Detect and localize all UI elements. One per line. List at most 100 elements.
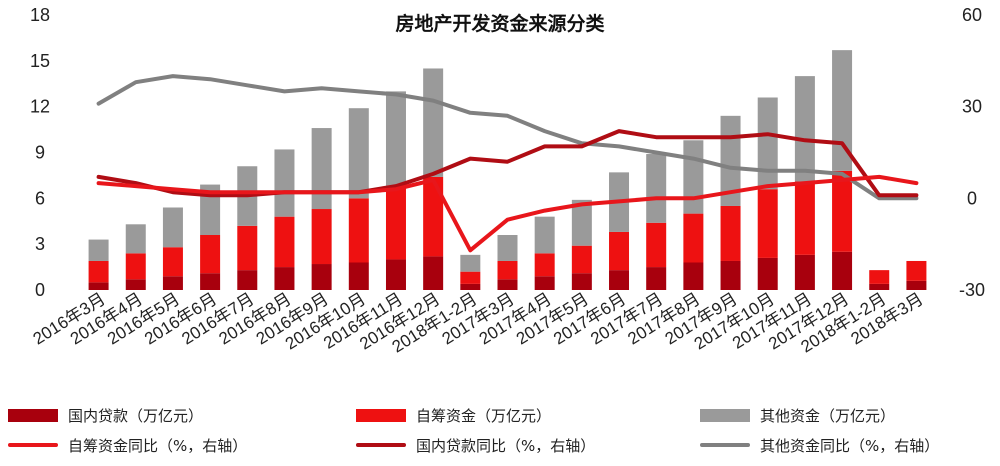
legend-label: 自筹资金同比（%，右轴） <box>68 436 248 455</box>
bar-segment-series-2 <box>460 254 481 272</box>
bar-segment-series-0 <box>88 282 109 290</box>
bar-segment-series-2 <box>348 108 369 199</box>
legend-swatch <box>8 408 58 422</box>
x-axis-ticks: 2016年3月2016年4月2016年5月2016年6月2016年7月2016年… <box>30 289 927 356</box>
legend-item-domestic-loans-yoy: 国内贷款同比（%，右轴） <box>356 432 595 458</box>
bar-segment-series-2 <box>757 97 778 190</box>
bar-segment-series-0 <box>534 276 555 290</box>
chart-title: 房地产开发资金来源分类 <box>395 12 604 35</box>
line-series <box>96 74 919 253</box>
legend-swatch <box>356 443 406 447</box>
bar-segment-series-1 <box>497 260 518 280</box>
bar-segment-series-1 <box>906 260 927 281</box>
bar-segment-series-0 <box>200 273 221 290</box>
bar-segment-series-1 <box>794 181 815 255</box>
y-left-tick-label: 0 <box>35 280 45 300</box>
bar-segment-series-2 <box>423 68 444 177</box>
y-left-tick-label: 3 <box>35 234 45 254</box>
bar-segment-series-2 <box>534 216 555 254</box>
bar-segment-series-1 <box>274 216 295 268</box>
legend-item-other-funds-yoy: 其他资金同比（%，右轴） <box>700 432 939 458</box>
line-series-2 <box>96 74 919 201</box>
bar-segment-series-0 <box>794 254 815 290</box>
bar-segment-series-0 <box>460 283 481 290</box>
y-left-tick-label: 12 <box>30 97 50 117</box>
bar-segment-series-1 <box>311 209 332 265</box>
legend-swatch <box>8 443 58 447</box>
bar-segment-series-1 <box>460 271 481 284</box>
bar-segment-series-2 <box>162 207 183 248</box>
bar-segment-series-0 <box>311 264 332 290</box>
bar-segment-series-2 <box>683 140 704 214</box>
line-series-1 <box>96 129 919 198</box>
bar-segment-series-0 <box>423 256 444 290</box>
bar-segment-series-1 <box>200 235 221 274</box>
bar-segment-series-2 <box>274 149 295 217</box>
bar-segment-series-0 <box>162 276 183 290</box>
y-left-tick-label: 15 <box>30 51 50 71</box>
bar-segment-series-1 <box>88 260 109 283</box>
bar-segment-series-0 <box>646 267 667 290</box>
legend-swatch <box>700 443 750 447</box>
y-right-tick-label: 30 <box>962 97 982 117</box>
bar-segment-series-2 <box>125 224 146 254</box>
legend-item-other-funds: 其他资金（万亿元） <box>700 402 895 428</box>
y-right-tick-label: -30 <box>959 280 985 300</box>
y-right-tick-label: 60 <box>962 5 982 25</box>
legend-label: 其他资金（万亿元） <box>760 406 896 425</box>
legend: 国内贷款（万亿元） 自筹资金（万亿元） 其他资金（万亿元） 自筹资金同比（%，右… <box>0 400 1000 466</box>
legend-swatch <box>700 408 750 422</box>
bar-segment-series-2 <box>571 199 592 246</box>
bar-segment-series-1 <box>162 247 183 277</box>
bar-segment-series-1 <box>125 253 146 280</box>
y-left-tick-label: 6 <box>35 188 45 208</box>
bar-segment-series-0 <box>497 279 518 290</box>
bar-segment-series-1 <box>683 213 704 263</box>
bar-segment-series-1 <box>571 245 592 274</box>
bar-segment-series-0 <box>609 270 630 290</box>
bar-segment-series-2 <box>88 239 109 261</box>
bar-segment-series-0 <box>274 267 295 290</box>
bar-segment-series-0 <box>385 259 406 290</box>
bar-segment-series-2 <box>385 91 406 187</box>
bar-segment-series-0 <box>348 262 369 290</box>
y-axis-right: -30 0 30 60 <box>959 5 985 300</box>
legend-label: 国内贷款（万亿元） <box>68 406 204 425</box>
bar-segment-series-1 <box>832 170 853 252</box>
bar-segment-series-2 <box>646 154 667 223</box>
bar-segment-series-0 <box>720 260 741 290</box>
bar-segment-series-1 <box>609 231 630 271</box>
bar-segment-series-2 <box>832 50 853 171</box>
bar-segment-series-1 <box>423 176 444 257</box>
legend-item-self-raised-yoy: 自筹资金同比（%，右轴） <box>8 432 247 458</box>
bar-segment-series-0 <box>125 279 146 290</box>
line-series-0 <box>96 174 919 253</box>
y-right-tick-label: 0 <box>967 188 977 208</box>
legend-label: 国内贷款同比（%，右轴） <box>416 436 596 455</box>
bar-segment-series-1 <box>720 205 741 261</box>
bar-segment-series-0 <box>237 270 258 290</box>
bar-segment-series-0 <box>683 262 704 290</box>
legend-label: 其他资金同比（%，右轴） <box>760 436 940 455</box>
bar-segment-series-1 <box>385 186 406 260</box>
bar-segment-series-1 <box>534 253 555 277</box>
chart: 房地产开发资金来源分类 0 3 6 9 12 15 18 -30 0 30 60 2016年3月2… <box>30 5 985 356</box>
bar-segment-series-0 <box>571 273 592 290</box>
bar-segment-series-1 <box>348 198 369 263</box>
bar-segment-series-1 <box>757 189 778 258</box>
bar-segment-series-0 <box>869 283 890 290</box>
bar-segment-series-0 <box>757 257 778 290</box>
legend-swatch <box>356 408 406 422</box>
y-left-tick-label: 9 <box>35 143 45 163</box>
legend-item-domestic-loans: 国内贷款（万亿元） <box>8 402 203 428</box>
bar-segment-series-0 <box>832 251 853 290</box>
y-axis-left: 0 3 6 9 12 15 18 <box>30 5 50 300</box>
y-left-tick-label: 18 <box>30 5 50 25</box>
bar-segment-series-1 <box>237 225 258 271</box>
legend-item-self-raised: 自筹资金（万亿元） <box>356 402 551 428</box>
legend-label: 自筹资金（万亿元） <box>416 406 552 425</box>
bar-segment-series-0 <box>906 280 927 290</box>
bar-segment-series-2 <box>794 76 815 182</box>
bar-segment-series-1 <box>646 222 667 268</box>
bar-segment-series-2 <box>311 128 332 210</box>
